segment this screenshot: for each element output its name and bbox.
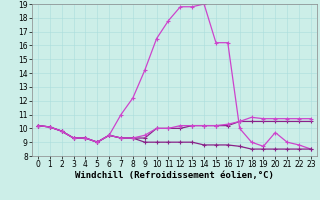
X-axis label: Windchill (Refroidissement éolien,°C): Windchill (Refroidissement éolien,°C) — [75, 171, 274, 180]
